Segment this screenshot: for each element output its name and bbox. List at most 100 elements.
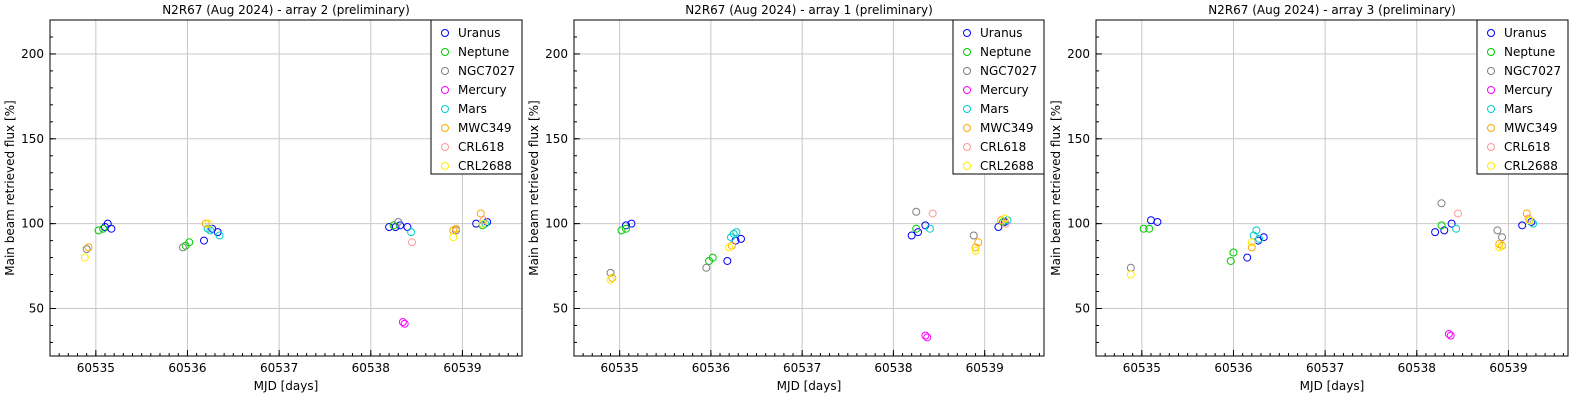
legend-marker-uranus (441, 29, 449, 37)
legend-box (1476, 19, 1569, 175)
x-tick-label: 60539 (966, 361, 1004, 375)
legend-marker-mars (441, 105, 449, 113)
data-point-neptune (622, 224, 631, 233)
data-point-neptune (1229, 248, 1238, 257)
data-point-uranus (1146, 216, 1155, 225)
legend-marker-ngc7027 (963, 67, 971, 75)
data-point-mercury (398, 318, 407, 327)
x-tick-label: 60538 (874, 361, 912, 375)
data-point-crl2688 (725, 243, 734, 252)
legend-label-crl618: CRL618 (458, 140, 504, 154)
legend-marker-ngc7027 (441, 67, 449, 75)
x-tick-label: 60539 (443, 361, 481, 375)
data-point-ngc7027 (912, 207, 921, 216)
legend-marker-crl618 (963, 143, 971, 151)
y-tick-label: 100 (545, 217, 568, 231)
legend-label-mwc349: MWC349 (980, 121, 1034, 135)
data-point-ngc7027 (969, 231, 978, 240)
x-tick-label: 60536 (168, 361, 206, 375)
chart-panel: N2R67 (Aug 2024) - array 2 (preliminary)… (3, 3, 523, 393)
data-point-mars (1252, 226, 1261, 235)
y-tick-label: 150 (21, 132, 44, 146)
data-point-neptune (1437, 221, 1446, 230)
data-point-uranus (723, 256, 732, 265)
data-point-mercury (1446, 331, 1455, 340)
legend-label-mercury: Mercury (458, 83, 507, 97)
data-point-neptune (912, 224, 921, 233)
data-point-crl2688 (1495, 243, 1504, 252)
legend-label-uranus: Uranus (980, 26, 1023, 40)
data-point-mars (732, 228, 741, 237)
y-tick-label: 100 (1067, 217, 1090, 231)
data-point-mwc349 (1247, 243, 1256, 252)
data-point-mwc349 (608, 273, 617, 282)
legend-label-uranus: Uranus (458, 26, 501, 40)
data-point-crl2688 (204, 219, 213, 228)
legend-label-crl2688: CRL2688 (1504, 159, 1558, 173)
legend-marker-crl2688 (963, 162, 971, 170)
legend-label-mwc349: MWC349 (458, 121, 512, 135)
legend-label-crl2688: CRL2688 (980, 159, 1034, 173)
chart-title: N2R67 (Aug 2024) - array 3 (preliminary) (1208, 3, 1456, 17)
data-point-neptune (1145, 224, 1154, 233)
legend-marker-mercury (963, 86, 971, 94)
data-point-neptune (1139, 224, 1148, 233)
y-tick-label: 50 (1075, 301, 1090, 315)
y-tick-label: 50 (553, 301, 568, 315)
y-tick-label: 150 (1067, 132, 1090, 146)
x-axis-label: MJD [days] (1300, 379, 1365, 393)
data-point-mercury (1444, 329, 1453, 338)
data-point-mercury (400, 319, 409, 328)
x-tick-label: 60537 (1306, 361, 1344, 375)
chart-panel: N2R67 (Aug 2024) - array 3 (preliminary)… (1049, 3, 1569, 393)
x-tick-label: 60538 (352, 361, 390, 375)
legend-marker-mercury (1487, 86, 1495, 94)
legend-marker-neptune (441, 48, 449, 56)
y-axis-label: Main beam retrieved flux [%] (1049, 100, 1063, 276)
data-point-mercury (921, 331, 930, 340)
legend-label-crl618: CRL618 (980, 140, 1026, 154)
data-point-neptune (185, 238, 194, 247)
data-point-ngc7027 (1126, 263, 1135, 272)
x-tick-label: 60535 (77, 361, 115, 375)
legend-marker-neptune (963, 48, 971, 56)
data-point-mwc349 (452, 224, 461, 233)
data-point-crl618 (928, 209, 937, 218)
legend-label-ngc7027: NGC7027 (1504, 64, 1561, 78)
data-point-ngc7027 (178, 243, 187, 252)
data-point-mars (1452, 224, 1461, 233)
legend-label-crl618: CRL618 (1504, 140, 1550, 154)
data-point-crl2688 (1247, 238, 1256, 247)
y-tick-label: 200 (21, 47, 44, 61)
legend-marker-crl618 (441, 143, 449, 151)
x-tick-label: 60537 (783, 361, 821, 375)
data-point-neptune (708, 253, 717, 262)
legend-marker-uranus (963, 29, 971, 37)
x-tick-label: 60538 (1398, 361, 1436, 375)
data-point-crl2688 (478, 219, 487, 228)
data-point-uranus (1243, 253, 1252, 262)
legend: Uranus Neptune NGC7027 Mercury Mars MWC349 CRL… (952, 19, 1045, 175)
chart-title: N2R67 (Aug 2024) - array 2 (preliminary) (162, 3, 410, 17)
x-tick-label: 60537 (260, 361, 298, 375)
legend-marker-mwc349 (1487, 124, 1495, 132)
data-point-ngc7027 (1437, 199, 1446, 208)
data-point-crl618 (1454, 209, 1463, 218)
data-point-ngc7027 (1498, 233, 1507, 242)
y-axis-label: Main beam retrieved flux [%] (3, 100, 17, 276)
data-point-crl2688 (1000, 214, 1009, 223)
data-point-mwc349 (84, 243, 93, 252)
y-axis-label: Main beam retrieved flux [%] (527, 100, 541, 276)
x-tick-label: 60535 (1123, 361, 1161, 375)
legend-label-mars: Mars (980, 102, 1009, 116)
data-point-ngc7027 (702, 263, 711, 272)
legend-marker-mars (1487, 105, 1495, 113)
data-point-neptune (1226, 256, 1235, 265)
x-axis-label: MJD [days] (777, 379, 842, 393)
x-tick-label: 60539 (1489, 361, 1527, 375)
data-point-uranus (1153, 217, 1162, 226)
legend-marker-uranus (1487, 29, 1495, 37)
data-point-neptune (617, 226, 626, 235)
chart-title: N2R67 (Aug 2024) - array 1 (preliminary) (685, 3, 933, 17)
